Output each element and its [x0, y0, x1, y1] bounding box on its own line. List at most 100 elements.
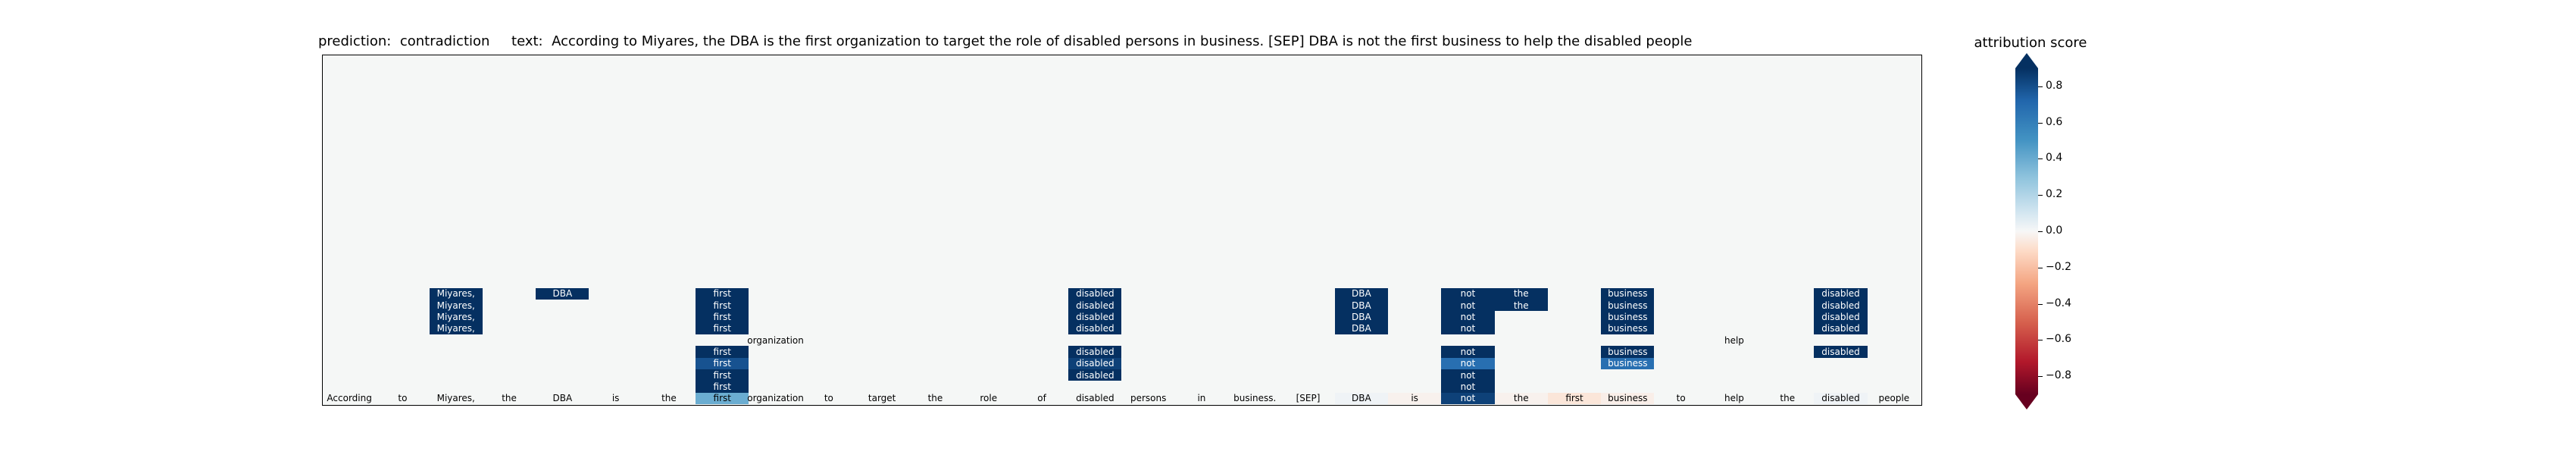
attribution-cell: disabled	[1068, 311, 1122, 323]
colorbar-tick-mark	[2038, 376, 2043, 378]
token-label-cell: is	[611, 393, 620, 404]
colorbar	[2015, 53, 2038, 410]
attribution-cell: business	[1601, 346, 1655, 358]
colorbar-bottom-arrow	[2015, 394, 2038, 410]
colorbar-tick-label: −0.6	[2046, 333, 2071, 346]
token-label-cell: business.	[1233, 393, 1277, 404]
attribution-cell: business	[1601, 311, 1655, 323]
colorbar-tick-label: 0.4	[2046, 152, 2063, 165]
attribution-cell: first	[696, 300, 749, 312]
token-label-cell: DBA	[552, 393, 573, 404]
colorbar-tick-label: −0.4	[2046, 297, 2071, 309]
token-label-cell: the	[502, 393, 517, 404]
attribution-cell: not	[1441, 346, 1495, 358]
token-label-cell: organization	[747, 393, 804, 404]
attribution-cell: DBA	[1334, 287, 1388, 300]
colorbar-tick-mark	[2038, 231, 2043, 232]
token-label-cell: of	[1037, 393, 1046, 404]
token-label-cell: the	[1780, 393, 1796, 404]
colorbar-tick-label: 0.2	[2046, 188, 2063, 201]
attribution-cell: not	[1441, 381, 1495, 393]
attribution-cell: disabled	[1814, 287, 1868, 300]
colorbar-title: attribution score	[1974, 35, 2087, 51]
token-label-cell: to	[824, 393, 833, 404]
token-label-cell: the	[661, 393, 677, 404]
attribution-cell: DBA	[1334, 311, 1388, 323]
chart-title: prediction: contradiction text: Accordin…	[318, 33, 1693, 49]
token-label-cell: people	[1878, 393, 1910, 404]
attribution-cell: first	[696, 357, 749, 369]
token-label-cell: not	[1441, 392, 1495, 404]
attribution-cell: help	[1724, 334, 1744, 346]
colorbar-gradient	[2015, 68, 2038, 394]
attribution-cell: disabled	[1068, 300, 1122, 312]
token-label-cell: Miyares,	[436, 393, 475, 404]
token-label-cell: first	[1547, 392, 1602, 404]
attribution-cell: first	[696, 322, 749, 334]
colorbar-tick-mark	[2038, 195, 2043, 196]
token-label-cell: DBA	[1334, 392, 1388, 404]
attribution-cell: Miyares,	[429, 322, 483, 334]
attribution-cell: not	[1441, 357, 1495, 369]
attribution-cell: DBA	[536, 287, 589, 300]
attribution-cell: not	[1441, 287, 1495, 300]
attribution-cell: not	[1441, 311, 1495, 323]
token-label-cell: disabled	[1076, 393, 1114, 404]
token-label-cell: first	[696, 392, 749, 404]
attribution-cell: organization	[747, 334, 804, 346]
attribution-cell: disabled	[1068, 346, 1122, 358]
colorbar-tick-mark	[2038, 122, 2043, 124]
attribution-cell: business	[1601, 287, 1655, 300]
token-label-cell: disabled	[1814, 392, 1868, 404]
colorbar-tick-label: −0.2	[2046, 260, 2071, 273]
attribution-cell: disabled	[1814, 311, 1868, 323]
attribution-cell: disabled	[1068, 357, 1122, 369]
attribution-cell: DBA	[1334, 300, 1388, 312]
attribution-cell: first	[696, 287, 749, 300]
token-label-cell: [SEP]	[1296, 393, 1321, 404]
token-label-cell: the	[927, 393, 943, 404]
attribution-cell: Miyares,	[429, 300, 483, 312]
colorbar-tick-label: 0.8	[2046, 79, 2063, 92]
colorbar-tick-mark	[2038, 86, 2043, 87]
colorbar-tick-label: 0.6	[2046, 115, 2063, 128]
attribution-cell: the	[1494, 300, 1548, 312]
token-label-cell: to	[398, 393, 408, 404]
attribution-cell: disabled	[1068, 287, 1122, 300]
attribution-cell: first	[696, 369, 749, 381]
token-label-cell: target	[868, 393, 896, 404]
attribution-cell: disabled	[1814, 300, 1868, 312]
colorbar-tick-mark	[2038, 158, 2043, 160]
token-label-cell: is	[1388, 392, 1442, 404]
attribution-cell: first	[696, 381, 749, 393]
colorbar-tick-mark	[2038, 303, 2043, 305]
token-label-cell: According	[327, 393, 372, 404]
attribution-cell: first	[696, 346, 749, 358]
attribution-cell: Miyares,	[429, 311, 483, 323]
token-label-cell: role	[980, 393, 998, 404]
attribution-cell: not	[1441, 322, 1495, 334]
attribution-cell: disabled	[1068, 369, 1122, 381]
attribution-cell: business	[1601, 322, 1655, 334]
token-label-cell: persons	[1130, 393, 1167, 404]
attribution-cell: not	[1441, 300, 1495, 312]
heatmap-cells: According to Miyares, the DBA is the first organ…	[323, 55, 1921, 405]
attribution-cell: disabled	[1068, 322, 1122, 334]
colorbar-tick-label: −0.8	[2046, 369, 2071, 382]
token-label-cell: to	[1676, 393, 1686, 404]
attribution-cell: the	[1494, 287, 1548, 300]
colorbar-top-arrow	[2015, 53, 2038, 68]
token-label-cell: business	[1601, 392, 1655, 404]
attribution-cell: first	[696, 311, 749, 323]
attribution-cell: business	[1601, 357, 1655, 369]
token-label-cell: help	[1724, 393, 1744, 404]
attribution-cell: Miyares,	[429, 287, 483, 300]
attribution-cell: business	[1601, 300, 1655, 312]
attribution-cell: disabled	[1814, 346, 1868, 358]
heatmap-plot-area: According to Miyares, the DBA is the first organ…	[322, 55, 1922, 406]
attribution-cell: disabled	[1814, 322, 1868, 334]
token-label-cell: in	[1197, 393, 1206, 404]
attribution-cell: DBA	[1334, 322, 1388, 334]
colorbar-tick-label: 0.0	[2046, 224, 2063, 237]
attribution-cell: not	[1441, 369, 1495, 381]
